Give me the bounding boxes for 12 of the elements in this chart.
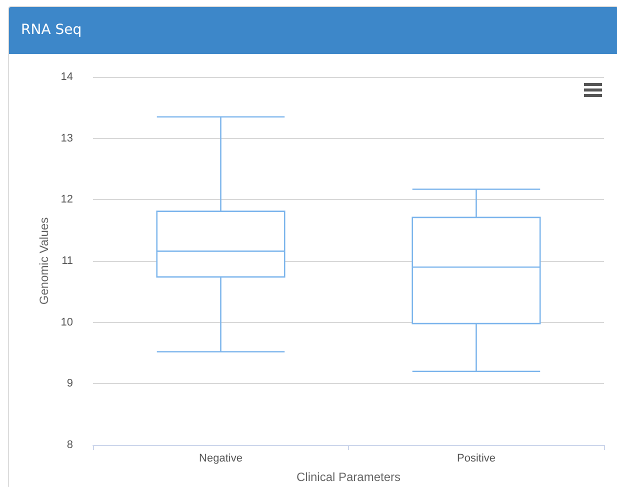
x-tick-label: Negative: [199, 452, 242, 464]
chart-title: RNA Seq: [9, 7, 617, 54]
x-axis-title: Clinical Parameters: [296, 470, 401, 484]
y-tick-label: 9: [66, 378, 73, 390]
x-tick-label: Positive: [456, 452, 496, 464]
y-tick-label: 12: [60, 194, 73, 206]
y-tick-label: 14: [60, 71, 73, 83]
y-tick-label: 11: [62, 255, 73, 267]
y-axis-title: Genomic Values: [36, 217, 51, 305]
y-tick-label: 13: [60, 132, 73, 144]
y-tick-label: 8: [66, 439, 73, 451]
y-tick-label: 10: [60, 316, 73, 328]
